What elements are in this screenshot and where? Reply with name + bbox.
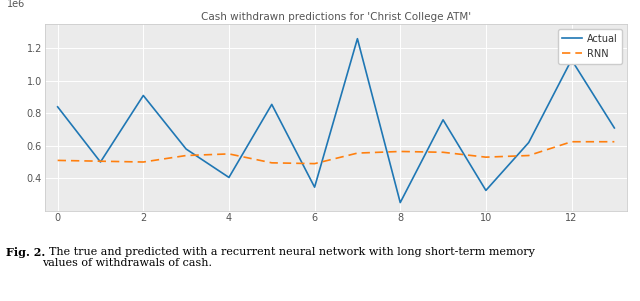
Actual (97, 160, 104, 164)
Title: Cash withdrawn predictions for 'Christ College ATM': Cash withdrawn predictions for 'Christ C… (201, 12, 471, 22)
Line: Actual: Actual (58, 39, 614, 203)
RNN (439, 150, 447, 154)
Text: The true and predicted with a recurrent neural network with long short-term memo: The true and predicted with a recurrent … (42, 247, 534, 268)
Actual (568, 58, 575, 62)
RNN (54, 159, 61, 162)
Actual (311, 185, 319, 189)
Actual (54, 105, 61, 109)
Actual (396, 201, 404, 204)
Actual (353, 37, 361, 41)
RNN (140, 160, 147, 164)
RNN (611, 140, 618, 144)
Actual (225, 175, 233, 179)
Legend: Actual, RNN: Actual, RNN (557, 29, 622, 64)
RNN (182, 154, 190, 157)
Actual (482, 189, 490, 192)
Actual (268, 103, 276, 106)
Actual (611, 126, 618, 130)
Text: Fig. 2.: Fig. 2. (6, 247, 45, 258)
Actual (140, 94, 147, 97)
RNN (311, 162, 319, 166)
RNN (396, 150, 404, 153)
RNN (97, 160, 104, 163)
RNN (482, 155, 490, 159)
RNN (568, 140, 575, 144)
Text: 1e6: 1e6 (7, 0, 25, 9)
Actual (439, 118, 447, 122)
RNN (525, 154, 532, 157)
RNN (268, 161, 276, 165)
RNN (353, 151, 361, 155)
Actual (525, 141, 532, 144)
Line: RNN: RNN (58, 142, 614, 164)
Actual (182, 147, 190, 151)
RNN (225, 152, 233, 156)
